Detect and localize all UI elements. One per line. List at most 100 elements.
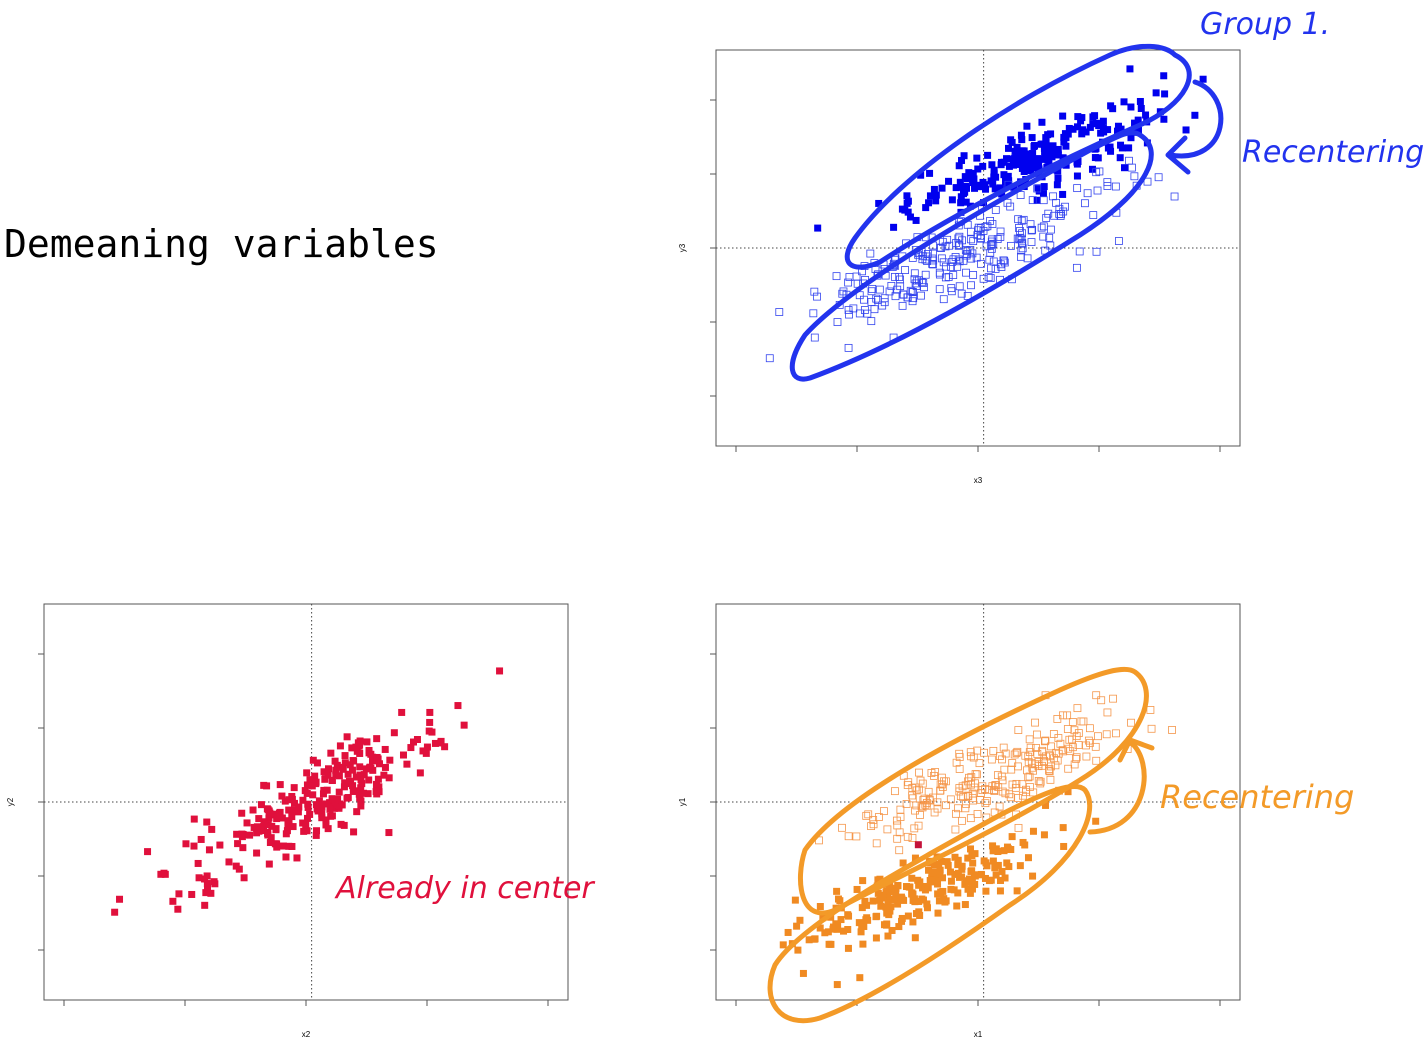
hollow-point bbox=[1049, 192, 1057, 201]
hollow-point bbox=[1063, 725, 1072, 733]
filled-point bbox=[261, 820, 269, 828]
filled-point bbox=[968, 867, 976, 875]
group-label: Group 1. bbox=[1200, 7, 1330, 42]
filled-point bbox=[322, 768, 330, 776]
filled-point bbox=[1046, 150, 1054, 158]
hollow-point bbox=[1037, 223, 1046, 232]
hollow-point bbox=[963, 292, 972, 300]
filled-point bbox=[194, 859, 202, 867]
hollow-point bbox=[1049, 730, 1058, 738]
hollow-point bbox=[775, 308, 784, 316]
filled-point bbox=[253, 829, 261, 837]
hollow-point bbox=[765, 354, 774, 363]
filled-point bbox=[844, 926, 852, 934]
filled-point bbox=[343, 733, 351, 741]
recentering-top-label: Recentering bbox=[1242, 135, 1424, 170]
filled-point bbox=[144, 848, 152, 856]
filled-point bbox=[1028, 134, 1036, 142]
filled-point bbox=[872, 934, 880, 942]
hollow-point bbox=[1005, 790, 1014, 799]
hollow-point bbox=[892, 816, 901, 825]
recentering-bottom-label: Recentering bbox=[1160, 778, 1354, 816]
hollow-point bbox=[935, 270, 944, 279]
hollow-point bbox=[833, 318, 842, 326]
filled-point bbox=[977, 870, 985, 878]
hollow-point bbox=[1154, 173, 1163, 182]
hollow-point bbox=[917, 291, 925, 300]
filled-point bbox=[350, 828, 358, 836]
filled-point bbox=[266, 839, 274, 847]
filled-point bbox=[892, 891, 900, 899]
filled-point bbox=[352, 743, 360, 751]
filled-point bbox=[205, 846, 213, 854]
filled-point bbox=[116, 895, 124, 903]
filled-point bbox=[922, 204, 930, 212]
filled-point bbox=[1126, 65, 1134, 73]
filled-point bbox=[1059, 190, 1067, 198]
filled-point bbox=[341, 779, 349, 787]
filled-point bbox=[332, 766, 340, 774]
filled-point bbox=[276, 781, 284, 789]
filled-point bbox=[1121, 164, 1129, 172]
filled-point bbox=[936, 868, 944, 876]
hollow-point bbox=[920, 283, 928, 292]
hollow-point bbox=[914, 785, 923, 794]
hollow-point bbox=[844, 306, 853, 314]
hollow-point bbox=[1130, 172, 1139, 181]
filled-point bbox=[283, 827, 291, 835]
hollow-point bbox=[987, 264, 995, 273]
hollow-point bbox=[809, 309, 818, 318]
filled-point bbox=[239, 844, 247, 852]
filled-point bbox=[1011, 147, 1019, 155]
hollow-point bbox=[1111, 182, 1120, 191]
orange-recenter-arrow bbox=[1087, 737, 1155, 835]
hollow-point bbox=[993, 235, 1002, 243]
hollow-point bbox=[923, 250, 932, 258]
filled-point bbox=[1125, 144, 1133, 152]
hollow-point bbox=[862, 811, 871, 820]
hollow-point bbox=[951, 825, 960, 834]
hollow-point bbox=[1010, 750, 1019, 759]
filled-point bbox=[360, 771, 368, 779]
filled-point bbox=[894, 900, 902, 908]
filled-point bbox=[1074, 113, 1082, 121]
filled-point bbox=[341, 759, 349, 767]
filled-point bbox=[960, 152, 968, 160]
filled-point bbox=[1040, 831, 1048, 839]
hollow-point bbox=[860, 295, 868, 304]
filled-point bbox=[989, 847, 997, 855]
hollow-point bbox=[1125, 156, 1133, 165]
hollow-point bbox=[951, 253, 960, 261]
hollow-point bbox=[844, 832, 853, 841]
filled-point bbox=[264, 829, 272, 837]
hollow-point bbox=[869, 816, 878, 824]
filled-point bbox=[1000, 847, 1008, 855]
filled-point bbox=[894, 882, 902, 890]
filled-point bbox=[937, 888, 945, 896]
filled-point bbox=[1059, 824, 1067, 832]
filled-point bbox=[1152, 89, 1160, 97]
filled-point bbox=[1053, 181, 1061, 189]
filled-point bbox=[356, 763, 364, 771]
filled-point bbox=[833, 981, 841, 989]
filled-point bbox=[367, 750, 375, 758]
hollow-point bbox=[1059, 747, 1068, 756]
hollow-point bbox=[1045, 233, 1054, 242]
filled-point bbox=[294, 808, 302, 816]
filled-point bbox=[994, 861, 1002, 869]
hollow-point bbox=[1072, 754, 1080, 763]
hollow-point bbox=[937, 254, 946, 263]
hollow-point bbox=[896, 805, 905, 814]
hollow-point bbox=[1168, 726, 1176, 734]
filled-point bbox=[906, 883, 914, 891]
hollow-point bbox=[864, 810, 873, 819]
filled-point bbox=[924, 884, 932, 892]
hollow-point bbox=[962, 799, 971, 808]
hollow-point bbox=[1028, 196, 1037, 205]
filled-point bbox=[293, 854, 301, 862]
filled-point bbox=[431, 739, 439, 747]
filled-point bbox=[365, 764, 373, 772]
hollow-point bbox=[1039, 232, 1048, 241]
filled-point bbox=[303, 789, 311, 797]
hollow-point bbox=[1047, 742, 1055, 751]
